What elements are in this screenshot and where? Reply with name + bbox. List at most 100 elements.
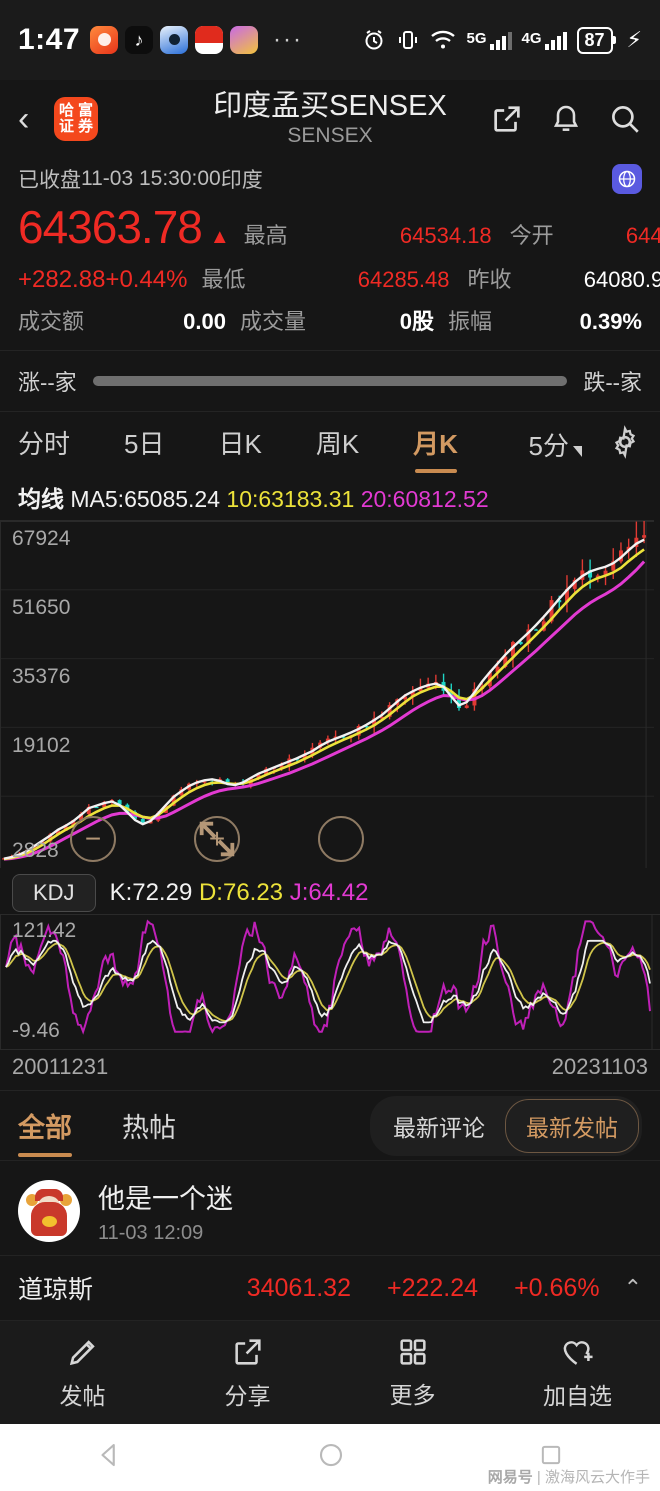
action-add-watchlist[interactable]: 加自选 [495,1321,660,1424]
kdj-header: KDJ K:72.29 D:76.23 J:64.42 [0,868,660,914]
y-tick-0: 67924 [12,527,70,551]
globe-icon[interactable] [612,164,642,194]
ticker-name: 道琼斯 [18,1270,93,1306]
tab-all-posts[interactable]: 全部 [18,1092,72,1159]
bell-icon[interactable] [550,102,582,136]
chevron-down-icon [573,446,582,457]
advance-decline-row: 涨--家 跌--家 [0,350,660,412]
watermark: 网易号 | 激海风云大作手 [488,1466,650,1487]
kdj-y-bottom: -9.46 [12,1019,60,1043]
open-value: 64437.41 [588,223,660,249]
app-header: ‹ 哈 富 证 券 印度孟买SENSEX SENSEX [0,80,660,158]
weibo-icon [90,26,118,54]
chevron-up-icon[interactable]: ⌃ [624,1275,642,1301]
kdj-k-value: K:72.29 [110,879,193,906]
kdj-indicator-selector[interactable]: KDJ [12,874,96,912]
watermark-source: 网易号 [488,1469,533,1486]
tiktok-icon [125,26,153,54]
sort-latest-post[interactable]: 最新发帖 [505,1099,639,1153]
status-app-icons: ··· [90,26,303,54]
action-more-label: 更多 [390,1376,436,1410]
status-overflow-icon: ··· [273,35,303,45]
action-add-watchlist-label: 加自选 [543,1377,612,1411]
heart-plus-icon [560,1335,596,1369]
action-more[interactable]: 更多 [330,1321,495,1424]
tab-dayk[interactable]: 日K [218,414,261,475]
change-value: +282.88 [18,266,105,294]
tab-monthk[interactable]: 月K [413,414,458,475]
net-4g-label: 4G [522,30,542,47]
search-icon[interactable] [608,102,642,136]
minute-period-selector[interactable]: 5分 [529,426,582,463]
price-chart[interactable]: 67924 51650 35376 19102 2828 − + [0,520,654,868]
minute-period-label: 5分 [529,426,569,463]
low-label: 最低 [202,262,310,294]
status-time: 1:47 [18,23,80,57]
low-value: 64285.48 [310,267,450,293]
index-ticker-bar[interactable]: 道琼斯 34061.32 +222.24 +0.66% ⌃ [0,1255,660,1320]
app-red-icon [195,26,223,54]
action-post-label: 发帖 [60,1377,106,1411]
open-label: 今开 [492,218,588,250]
amplitude-value: 0.39% [538,309,642,335]
ticker-price: 34061.32 [247,1274,351,1303]
last-price: 64363.78 [18,200,202,254]
fullscreen-icon[interactable] [318,816,364,862]
ticker-change: +222.24 [387,1274,478,1303]
ticker-values: 34061.32 +222.24 +0.66% [247,1274,600,1303]
app-purple-icon [230,26,258,54]
kdj-chart[interactable]: 121.42 -9.46 [0,914,660,1050]
date-axis: 20011231 20231103 [0,1050,660,1090]
quote-row-2: +282.88 +0.44% 最低 64285.48 昨收 64080.90 [18,262,642,294]
decliners-count: 跌--家 [583,365,642,397]
brand-char-4: 券 [76,119,95,135]
brand-char-2: 富 [76,103,95,119]
ticker-change-percent: +0.66% [514,1274,600,1303]
signal-4g: 4G [522,30,567,50]
back-button[interactable]: ‹ [18,100,48,139]
y-tick-3: 19102 [12,734,70,758]
grid-icon [397,1336,429,1368]
tab-5day[interactable]: 5日 [124,414,164,475]
tab-hot-posts[interactable]: 热帖 [122,1092,176,1159]
vibrate-icon [396,28,420,52]
amplitude-label: 振幅 [434,304,538,336]
high-value: 64534.18 [352,223,492,249]
market-timestamp: 11-03 15:30:00 [81,167,221,191]
tab-timeline[interactable]: 分时 [18,414,70,475]
action-share[interactable]: 分享 [165,1321,330,1424]
avatar[interactable] [18,1180,80,1242]
sort-latest-comment[interactable]: 最新评论 [373,1100,505,1152]
brand-char-3: 证 [57,119,76,135]
post-tabs: 全部 热帖 最新评论 最新发帖 [0,1090,660,1160]
post-meta: 他是一个迷 11-03 12:09 [98,1177,233,1245]
back-triangle-icon[interactable] [95,1440,125,1475]
gear-icon[interactable] [608,425,642,464]
home-circle-icon[interactable] [316,1440,346,1475]
y-tick-1: 51650 [12,596,70,620]
kdj-values: K:72.29 D:76.23 J:64.42 [110,879,369,907]
action-post[interactable]: 发帖 [0,1321,165,1424]
prev-close-value: 64080.90 [546,267,660,293]
status-bar: 1:47 ··· 5G 4G 87 ⚡ [0,0,660,80]
android-nav-bar: 网易号 | 激海风云大作手 [0,1424,660,1491]
chart-zoom-controls: − + [70,816,364,862]
ma-label: 均线 [18,486,64,512]
broker-badge[interactable]: 哈 富 证 券 [54,97,98,141]
post-sort-toggle: 最新评论 最新发帖 [370,1096,642,1156]
date-end: 20231103 [552,1054,648,1080]
post-item[interactable]: 他是一个迷 11-03 12:09 [0,1160,660,1255]
volume-value: 0股 [330,304,434,336]
turnover-label: 成交额 [18,304,122,336]
date-start: 20011231 [12,1054,108,1080]
quote-row-1: 64363.78 ▲ 最高 64534.18 今开 64437.41 [18,200,642,254]
share-icon[interactable] [490,102,524,136]
y-tick-2: 35376 [12,665,70,689]
quote-block: 64363.78 ▲ 最高 64534.18 今开 64437.41 +282.… [0,196,660,338]
tab-weekk[interactable]: 周K [316,414,359,475]
quote-row-3: 成交额 0.00 成交量 0股 振幅 0.39% [18,304,642,336]
kdj-chart-canvas [0,915,660,1050]
app-blue-icon [160,26,188,54]
turnover-value: 0.00 [122,309,226,335]
share-icon [231,1335,265,1369]
